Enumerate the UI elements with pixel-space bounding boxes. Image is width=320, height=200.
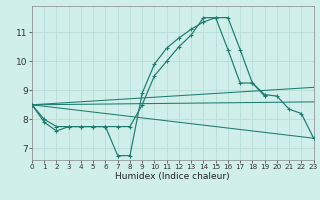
X-axis label: Humidex (Indice chaleur): Humidex (Indice chaleur) bbox=[116, 172, 230, 181]
